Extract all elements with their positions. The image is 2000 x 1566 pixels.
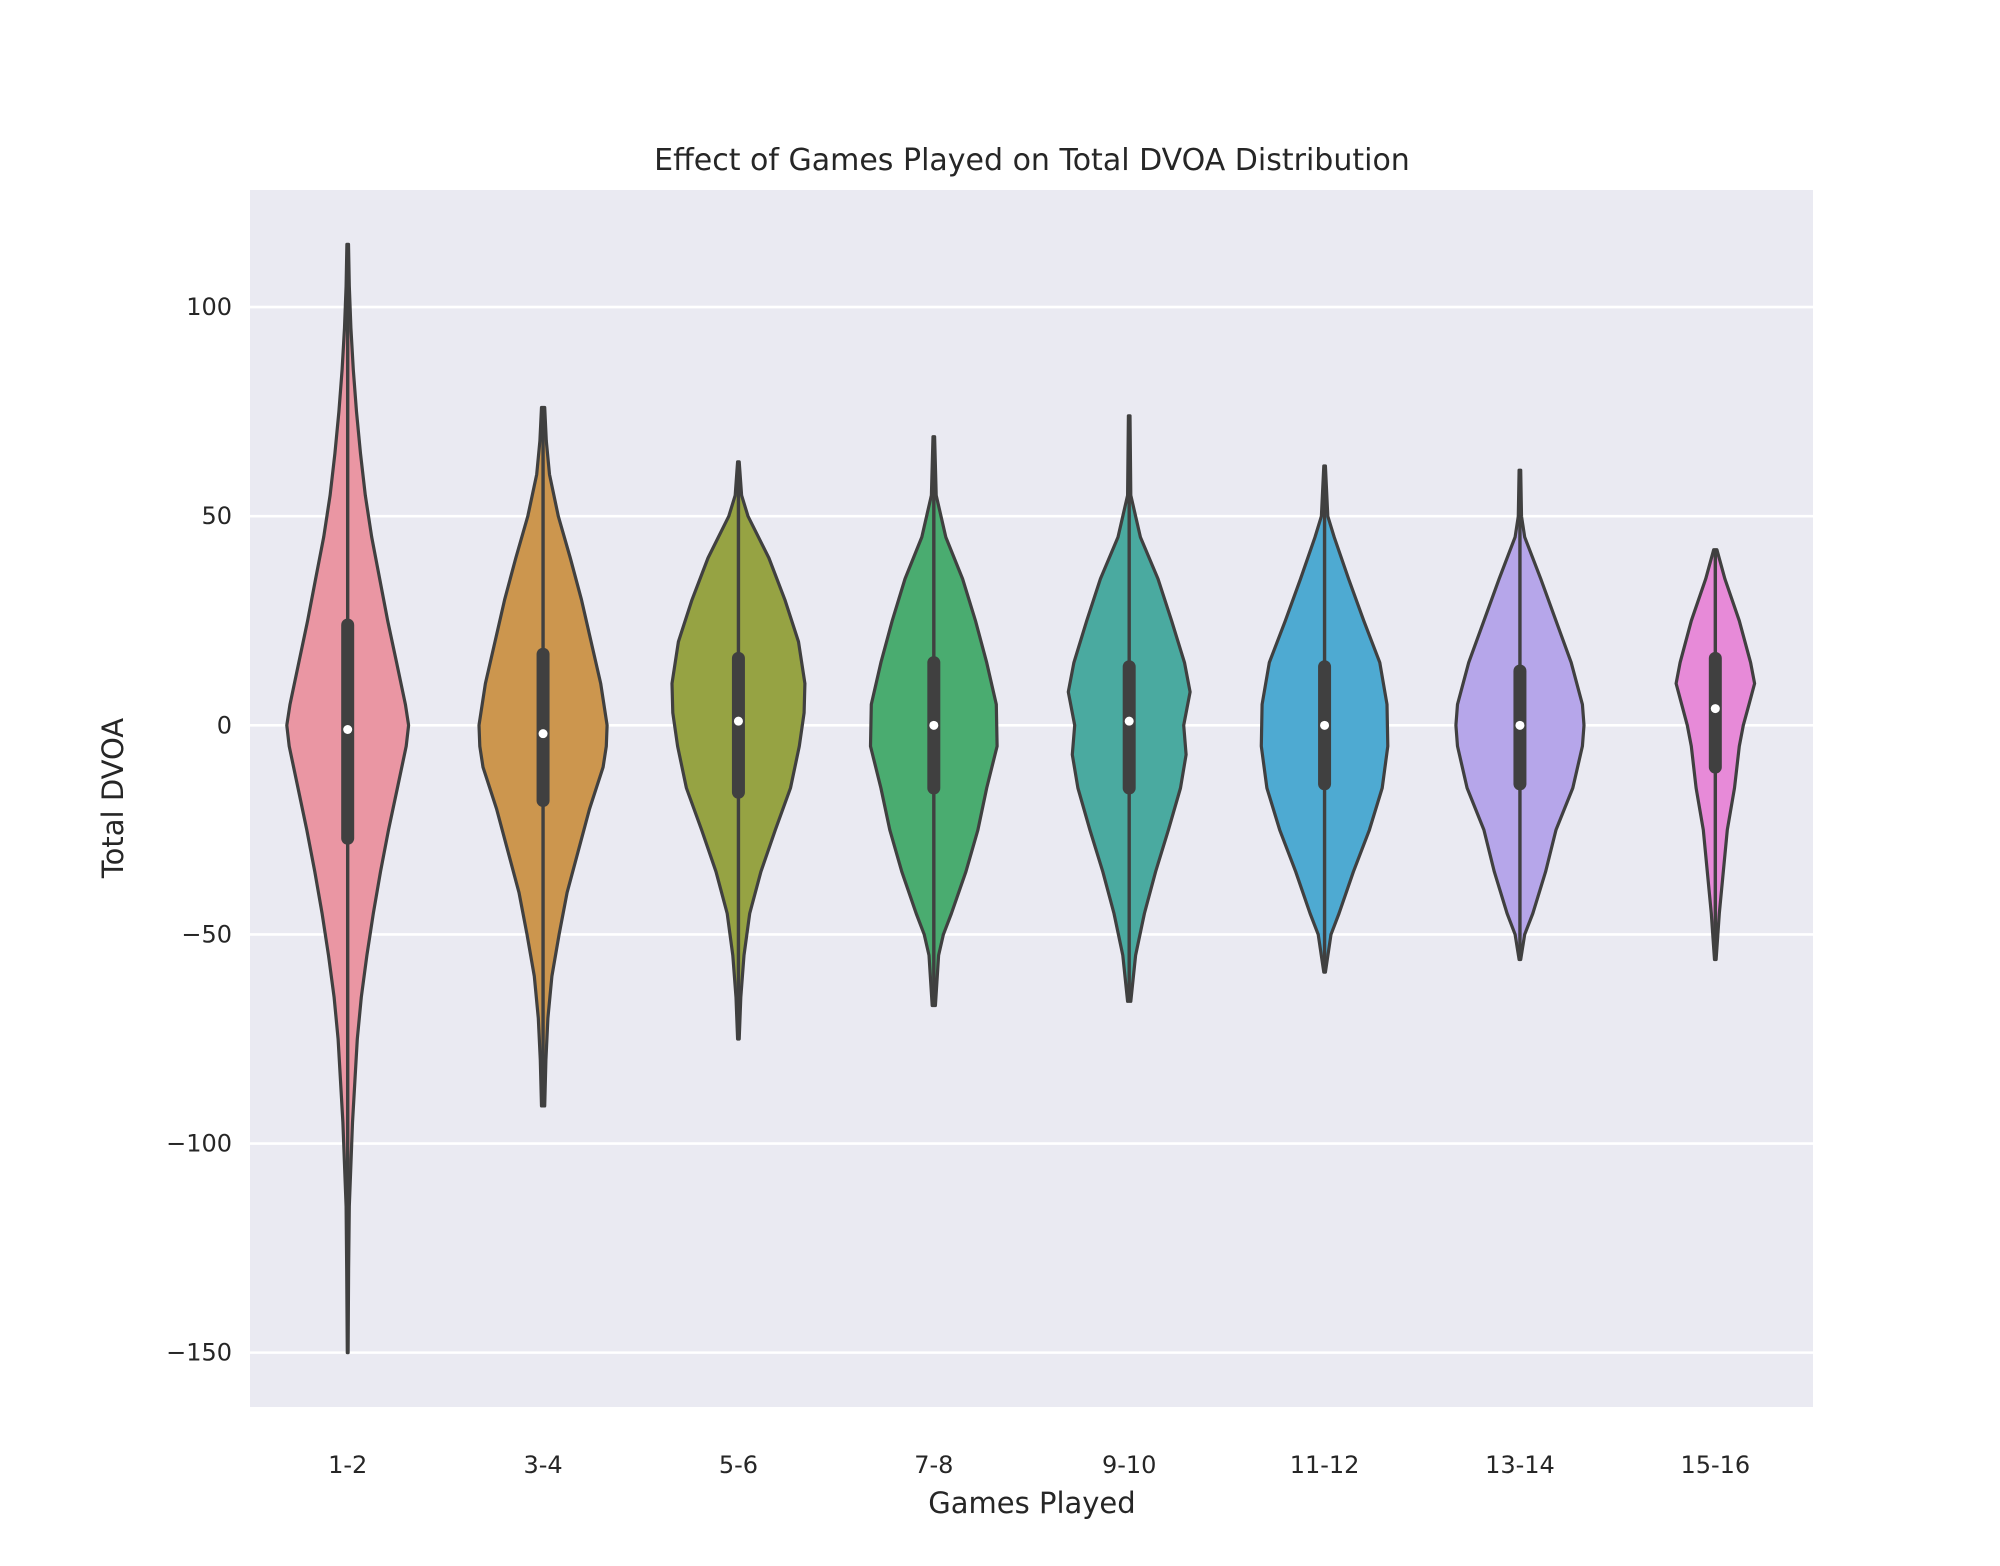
x-tick-label: 13-14 — [1485, 1451, 1555, 1479]
y-tick-labels: 100 50 0 −50 −100 −150 — [166, 293, 232, 1367]
violin-11-12 — [1259, 464, 1390, 974]
x-tick-labels: 1-2 3-4 5-6 7-8 9-10 11-12 13-14 15-16 — [328, 1451, 1750, 1479]
x-tick-label: 5-6 — [719, 1451, 758, 1479]
violin-9-10 — [1066, 414, 1192, 1003]
x-axis-label: Games Played — [928, 1486, 1135, 1520]
violin-median-point — [1124, 716, 1134, 726]
plot-area — [250, 190, 1813, 1407]
y-tick-label: −50 — [181, 920, 232, 948]
violin-3-4 — [477, 405, 609, 1108]
violin-median-point — [733, 716, 743, 726]
violin-7-8 — [868, 435, 999, 1008]
violin-5-6 — [670, 460, 807, 1041]
x-tick-label: 1-2 — [328, 1451, 367, 1479]
violin-median-point — [929, 720, 939, 730]
x-tick-label: 7-8 — [914, 1451, 953, 1479]
x-tick-label: 11-12 — [1290, 1451, 1360, 1479]
violin-median-point — [1320, 720, 1330, 730]
y-tick-label: −100 — [166, 1130, 232, 1158]
violin-15-16 — [1674, 548, 1757, 962]
chart-title: Effect of Games Played on Total DVOA Dis… — [654, 143, 1410, 178]
y-tick-label: −150 — [166, 1339, 232, 1367]
y-tick-label: 0 — [217, 711, 232, 739]
x-tick-label: 9-10 — [1102, 1451, 1156, 1479]
violin-median-point — [1515, 720, 1525, 730]
violin-median-point — [1710, 704, 1720, 714]
violin-1-2 — [285, 242, 411, 1355]
violin-13-14 — [1454, 468, 1586, 962]
y-tick-label: 50 — [201, 502, 232, 530]
violin-median-point — [538, 729, 548, 739]
violin-median-point — [343, 724, 353, 734]
violins — [285, 242, 1757, 1355]
y-tick-label: 100 — [186, 293, 232, 321]
y-axis-label: Total DVOA — [96, 718, 130, 879]
x-tick-label: 3-4 — [523, 1451, 562, 1479]
x-tick-label: 15-16 — [1680, 1451, 1750, 1479]
